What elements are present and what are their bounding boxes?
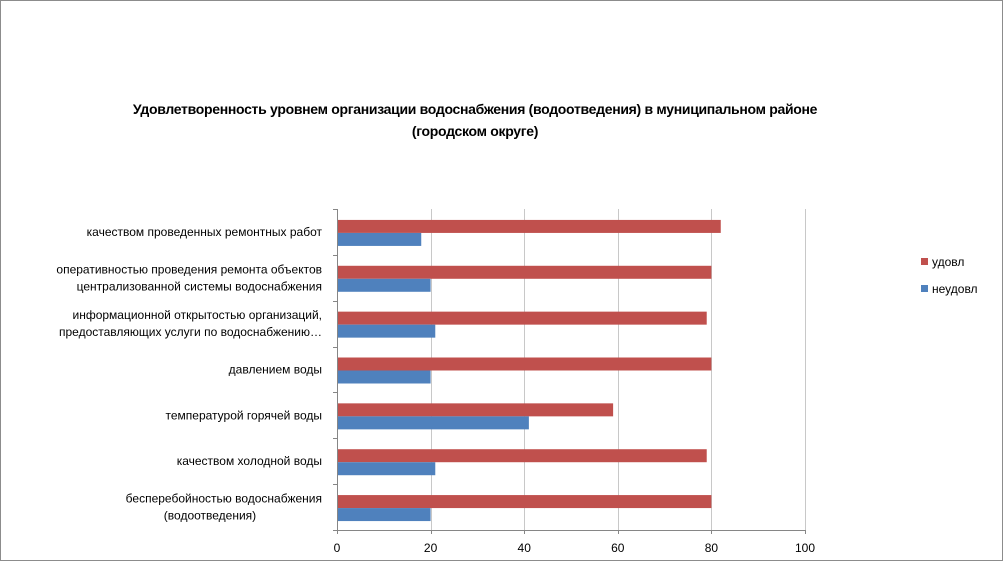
x-tick-label: 0: [334, 541, 341, 555]
x-tick-label: 20: [424, 541, 438, 555]
chart-title-line-1: Удовлетворенность уровнем организации во…: [132, 101, 818, 117]
bar-удовл: [338, 357, 712, 371]
x-tick-label: 100: [795, 541, 815, 555]
bar-удовл: [338, 219, 721, 233]
bar-неудовл: [338, 416, 529, 430]
bar-удовл: [338, 449, 707, 463]
category-label: предоставляющих услуги по водоснабжению…: [59, 325, 322, 339]
bar-неудовл: [338, 462, 436, 476]
x-tick-label: 60: [611, 541, 625, 555]
bar-неудовл: [338, 324, 436, 338]
x-tick-label: 80: [705, 541, 719, 555]
chart-title: Удовлетворенность уровнем организации во…: [60, 98, 890, 142]
legend-swatch-удовл: [921, 258, 928, 265]
bar-неудовл: [338, 508, 431, 522]
bar-удовл: [338, 403, 614, 417]
bar-удовл: [338, 265, 712, 279]
category-label: качеством проведенных ремонтных работ: [87, 225, 323, 239]
category-label: оперативностью проведения ремонта объект…: [56, 262, 322, 276]
category-label: (водоотведения): [164, 509, 256, 523]
bar-неудовл: [338, 278, 431, 292]
legend-label-неудовл: неудовл: [932, 282, 978, 296]
bar-удовл: [338, 495, 712, 509]
bar-неудовл: [338, 232, 422, 246]
category-label: давлением воды: [229, 363, 322, 377]
category-label: централизованной системы водоснабжения: [77, 279, 322, 293]
legend-swatch-неудовл: [921, 285, 928, 292]
bar-удовл: [338, 311, 707, 325]
category-label: бесперебойностью водоснабжения: [126, 492, 322, 506]
x-tick-label: 40: [518, 541, 532, 555]
category-label: качеством холодной воды: [177, 454, 322, 468]
legend-label-удовл: удовл: [932, 255, 964, 269]
category-label: температурой горячей воды: [166, 408, 323, 422]
category-label: информационной открытостью организаций,: [72, 308, 322, 322]
bar-неудовл: [338, 370, 431, 384]
chart-title-line-2: (городском округе): [411, 123, 539, 139]
